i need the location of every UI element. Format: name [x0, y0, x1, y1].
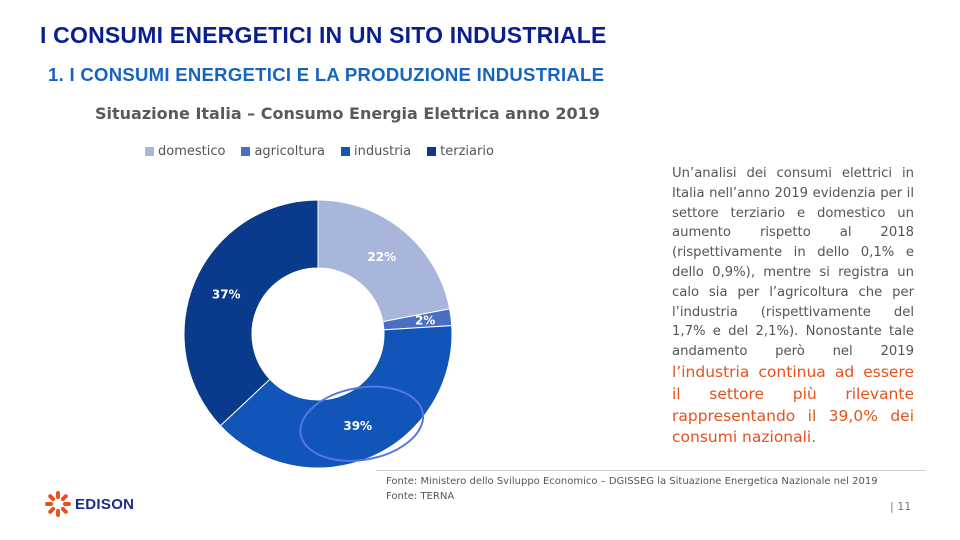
legend-item-industria: industria: [341, 144, 411, 159]
section-subtitle: 1. I CONSUMI ENERGETICI E LA PRODUZIONE …: [48, 64, 605, 85]
chart-title: Situazione Italia – Consumo Energia Elet…: [95, 104, 600, 123]
legend-swatch: [427, 147, 437, 156]
legend-item-agricoltura: agricoltura: [241, 144, 325, 159]
data-label-agricoltura: 2%: [415, 313, 435, 327]
legend-label: domestico: [158, 144, 226, 159]
highlight-ellipse: [299, 385, 425, 462]
page-title: I CONSUMI ENERGETICI IN UN SITO INDUSTRI…: [40, 22, 607, 48]
source-line-2: Fonte: TERNA: [386, 491, 455, 502]
legend-item-domestico: domestico: [145, 144, 225, 159]
analysis-text: Un’analisi dei consumi elettrici in Ital…: [672, 166, 914, 360]
chart-legend: domestico agricoltura industria terziari…: [145, 144, 494, 159]
page-number: | 11: [890, 500, 912, 513]
donut-slice-domestico: [317, 199, 451, 323]
legend-label: terziario: [440, 144, 494, 159]
legend-swatch: [145, 147, 154, 156]
legend-label: agricoltura: [254, 144, 325, 159]
legend-swatch: [341, 147, 350, 156]
data-label-domestico: 22%: [367, 250, 396, 264]
data-label-terziario: 37%: [212, 287, 241, 301]
legend-swatch: [241, 147, 251, 156]
sources: Fonte: Ministero dello Sviluppo Economic…: [386, 474, 878, 504]
edison-logo: EDISON: [44, 490, 134, 518]
source-line-1: Fonte: Ministero dello Sviluppo Economic…: [386, 476, 878, 487]
legend-label: industria: [354, 144, 412, 159]
footer-divider: [376, 470, 926, 471]
donut-slice-terziario: [183, 199, 319, 427]
analysis-highlight: l’industria continua ad essere il settor…: [672, 362, 914, 447]
data-label-industria: 39%: [343, 419, 372, 433]
donut-slice-industria: [219, 325, 453, 469]
legend-item-terziario: terziario: [427, 144, 494, 159]
edison-logo-icon: [45, 491, 71, 517]
logo-text: EDISON: [75, 495, 135, 513]
analysis-paragraph: Un’analisi dei consumi elettrici in Ital…: [672, 164, 914, 449]
